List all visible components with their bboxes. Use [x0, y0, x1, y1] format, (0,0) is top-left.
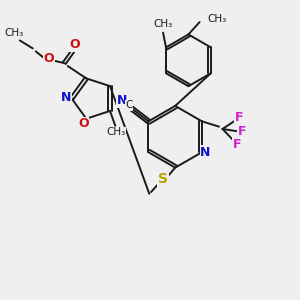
- Text: CH₃: CH₃: [208, 14, 227, 24]
- Text: O: O: [44, 52, 54, 65]
- Text: N: N: [61, 91, 72, 103]
- Text: N: N: [200, 146, 211, 159]
- Text: CH₃: CH₃: [153, 20, 173, 29]
- Text: O: O: [78, 118, 89, 130]
- Text: S: S: [158, 172, 168, 186]
- Text: F: F: [238, 125, 247, 138]
- Text: F: F: [234, 111, 243, 124]
- Text: CH₃: CH₃: [4, 28, 24, 38]
- Text: CH₃: CH₃: [106, 127, 125, 137]
- Text: F: F: [232, 138, 241, 151]
- Text: C: C: [125, 100, 133, 110]
- Text: N: N: [117, 94, 127, 107]
- Text: O: O: [70, 38, 80, 51]
